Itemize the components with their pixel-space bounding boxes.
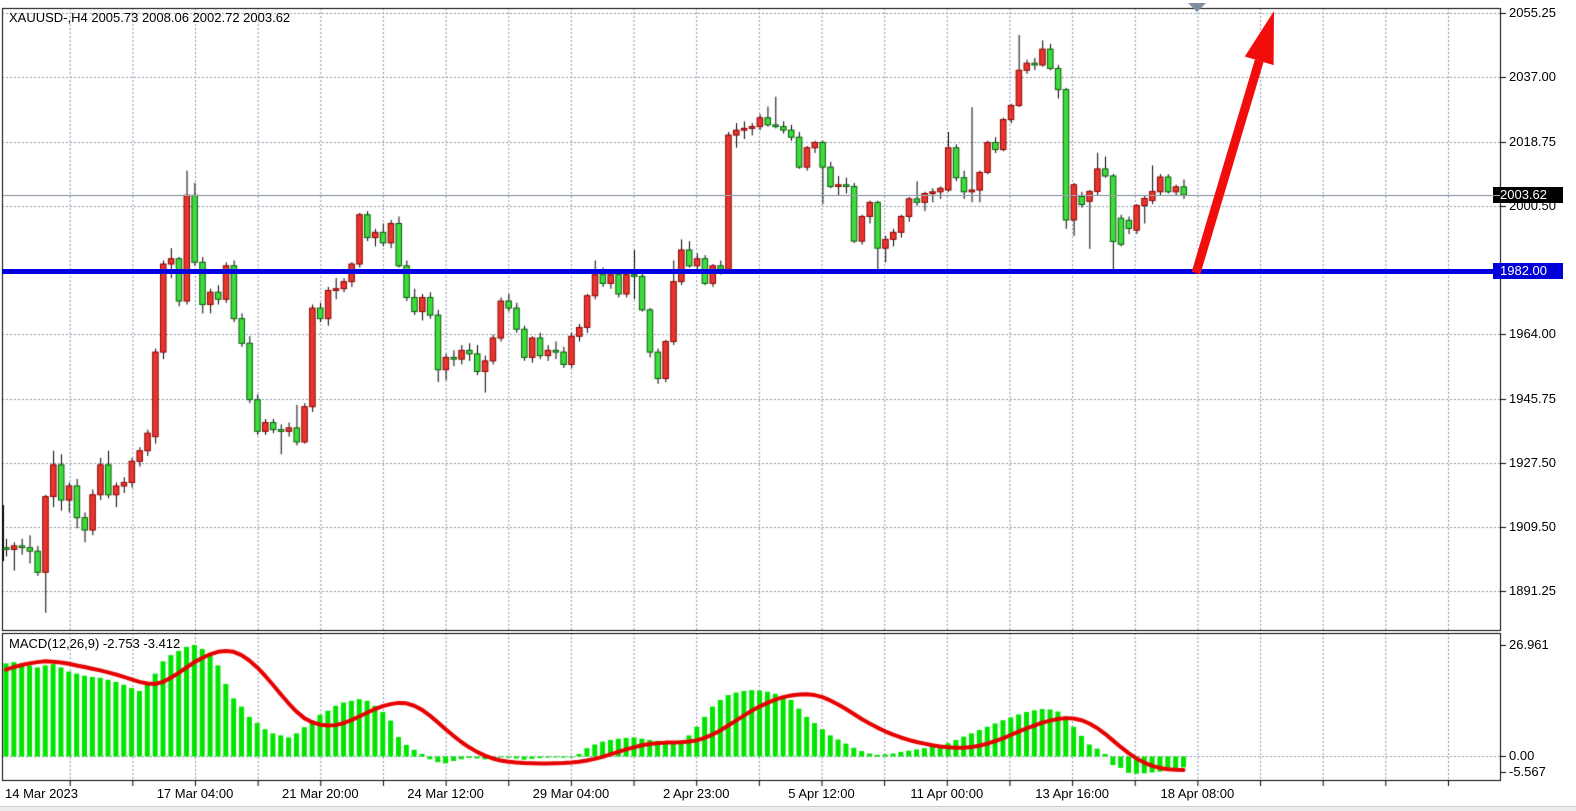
time-tick-label: 18 Apr 08:00	[1160, 786, 1235, 801]
time-tick-label: 29 Mar 04:00	[532, 786, 610, 801]
current-price-badge: 2003.62	[1493, 187, 1563, 203]
status-strip	[0, 806, 1576, 811]
time-tick-label: 2 Apr 23:00	[662, 786, 730, 801]
macd-min-label: -5.567	[1509, 764, 1546, 779]
support-price-badge: 1982.00	[1493, 263, 1563, 279]
time-tick-label: 17 Mar 04:00	[156, 786, 234, 801]
price-tick-label: 2037.00	[1509, 69, 1556, 84]
time-tick-label: 13 Apr 16:00	[1035, 786, 1109, 801]
time-tick-label: 14 Mar 2023	[5, 786, 78, 801]
price-tick-label: 1891.25	[1509, 583, 1556, 598]
macd-panel[interactable]	[2, 633, 1501, 781]
symbol-ohlc-header: XAUUSD-,H4 2005.73 2008.06 2002.72 2003.…	[9, 10, 291, 25]
time-tick-label: 24 Mar 12:00	[407, 786, 484, 801]
price-tick-label: 1927.50	[1509, 455, 1556, 470]
macd-header: MACD(12,26,9) -2.753 -3.412	[9, 636, 181, 651]
time-tick-label: 5 Apr 12:00	[788, 786, 855, 801]
current-price-line	[3, 195, 1500, 196]
price-tick-label: 1964.00	[1509, 326, 1556, 341]
price-tick-label: 2018.75	[1509, 134, 1556, 149]
macd-zero-label: 0.00	[1509, 748, 1535, 763]
time-tick-label: 11 Apr 00:00	[910, 786, 984, 801]
main-chart-panel[interactable]	[2, 8, 1501, 631]
time-tick-label: 21 Mar 20:00	[281, 786, 359, 801]
price-tick-label: 1909.50	[1509, 519, 1556, 534]
price-tick-label: 2055.25	[1509, 5, 1556, 20]
price-tick-label: 1945.75	[1509, 391, 1556, 406]
macd-max-label: 26.961	[1509, 637, 1549, 652]
horizontal-support-line[interactable]	[2, 269, 1501, 274]
chart-shift-marker-icon[interactable]	[1188, 3, 1206, 12]
